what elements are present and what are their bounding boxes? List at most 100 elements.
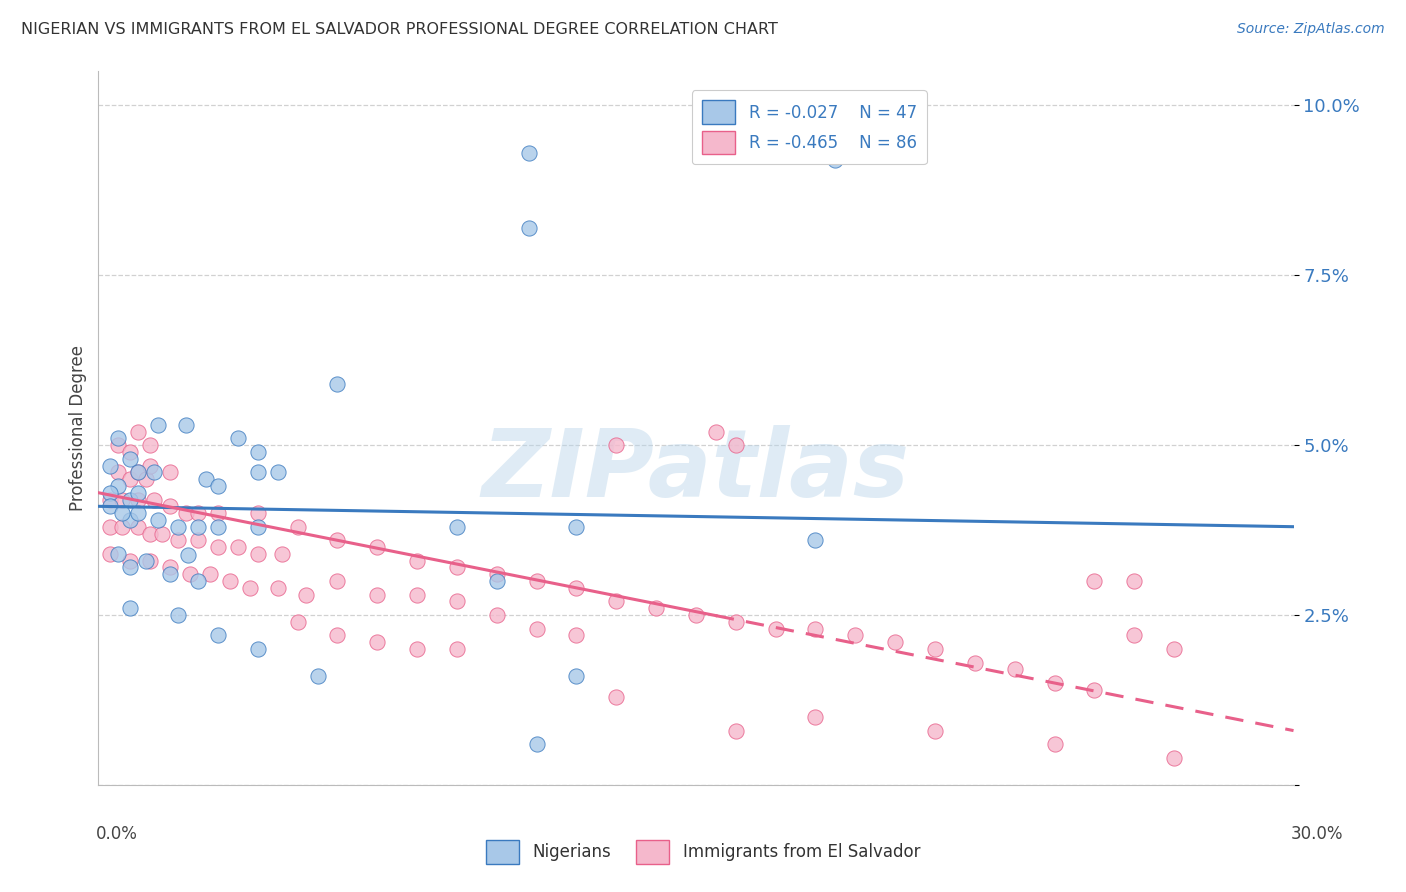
Point [226, 540, 249, 554]
Point [526, 622, 548, 636]
Point [195, 472, 218, 486]
Legend: R = -0.027    N = 47, R = -0.465    N = 86: R = -0.027 N = 47, R = -0.465 N = 86 [692, 90, 927, 164]
Point [139, 526, 162, 541]
Point [159, 466, 181, 480]
Point [111, 519, 134, 533]
Point [246, 445, 269, 459]
Point [120, 513, 142, 527]
Point [326, 628, 349, 642]
Point [1083, 574, 1105, 588]
Point [326, 533, 349, 548]
Point [963, 656, 986, 670]
Point [187, 519, 209, 533]
Point [804, 622, 827, 636]
Point [107, 479, 129, 493]
Text: 30.0%: 30.0% [1291, 825, 1343, 843]
Point [107, 466, 129, 480]
Point [98, 458, 122, 473]
Point [1004, 662, 1026, 676]
Point [287, 615, 309, 629]
Point [485, 567, 508, 582]
Point [120, 451, 142, 466]
Point [198, 567, 221, 582]
Point [804, 710, 827, 724]
Point [724, 615, 747, 629]
Point [127, 519, 149, 533]
Point [135, 472, 157, 486]
Point [1043, 676, 1066, 690]
Point [187, 533, 209, 548]
Point [326, 376, 349, 391]
Point [1123, 628, 1146, 642]
Point [824, 153, 846, 167]
Point [446, 642, 468, 657]
Point [107, 431, 129, 445]
Point [139, 554, 162, 568]
Point [159, 500, 181, 514]
Point [187, 574, 209, 588]
Point [246, 642, 269, 657]
Point [143, 466, 166, 480]
Point [159, 567, 181, 582]
Text: NIGERIAN VS IMMIGRANTS FROM EL SALVADOR PROFESSIONAL DEGREE CORRELATION CHART: NIGERIAN VS IMMIGRANTS FROM EL SALVADOR … [21, 22, 778, 37]
Point [526, 574, 548, 588]
Point [287, 519, 309, 533]
Text: ZIPatlas: ZIPatlas [482, 425, 910, 517]
Point [207, 479, 229, 493]
Point [406, 642, 429, 657]
Point [127, 425, 149, 439]
Point [605, 438, 627, 452]
Point [127, 506, 149, 520]
Point [406, 554, 429, 568]
Point [565, 581, 588, 595]
Point [884, 635, 907, 649]
Point [219, 574, 242, 588]
Point [1083, 682, 1105, 697]
Point [267, 466, 290, 480]
Point [120, 560, 142, 574]
Point [98, 485, 122, 500]
Point [139, 438, 162, 452]
Point [246, 506, 269, 520]
Point [159, 560, 181, 574]
Point [120, 492, 142, 507]
Point [246, 547, 269, 561]
Point [485, 574, 508, 588]
Point [605, 690, 627, 704]
Point [107, 438, 129, 452]
Point [366, 635, 388, 649]
Point [107, 547, 129, 561]
Point [120, 601, 142, 615]
Point [98, 547, 122, 561]
Point [685, 608, 707, 623]
Point [485, 608, 508, 623]
Point [127, 492, 149, 507]
Point [565, 669, 588, 683]
Point [207, 519, 229, 533]
Point [765, 622, 787, 636]
Legend: Nigerians, Immigrants from El Salvador: Nigerians, Immigrants from El Salvador [479, 833, 927, 871]
Point [270, 547, 292, 561]
Point [174, 506, 197, 520]
Text: 0.0%: 0.0% [96, 825, 138, 843]
Point [446, 594, 468, 608]
Point [207, 540, 229, 554]
Point [446, 519, 468, 533]
Point [1163, 642, 1185, 657]
Point [239, 581, 262, 595]
Point [924, 642, 946, 657]
Point [526, 737, 548, 751]
Point [446, 560, 468, 574]
Point [120, 472, 142, 486]
Point [167, 608, 190, 623]
Point [167, 519, 190, 533]
Point [366, 588, 388, 602]
Point [148, 513, 170, 527]
Point [98, 500, 122, 514]
Point [1043, 737, 1066, 751]
Point [111, 506, 134, 520]
Point [127, 466, 149, 480]
Point [150, 526, 173, 541]
Point [605, 594, 627, 608]
Point [565, 519, 588, 533]
